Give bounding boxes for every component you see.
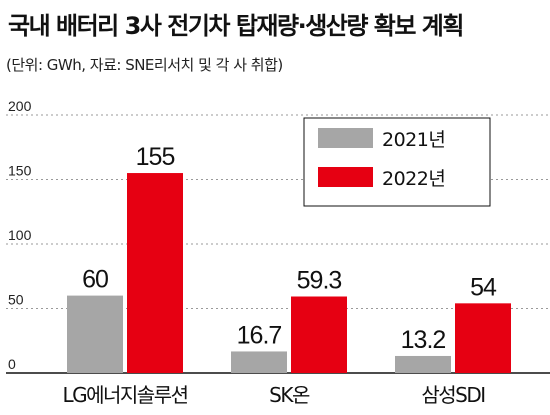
y-axis-ticks: 200 150 100 50 0 [8, 98, 32, 372]
bar-2022-1 [291, 296, 347, 373]
data-label: 16.7 [237, 321, 282, 349]
chart-title: 국내 배터리 3사 전기차 탑재량·생산량 확보 계획 [8, 12, 464, 40]
category-label: LG에너지솔루션 [62, 383, 187, 407]
data-label: 13.2 [401, 326, 446, 354]
data-label: 60 [82, 266, 108, 294]
legend-label-2022: 2022년 [382, 168, 445, 190]
legend-swatch-2021 [318, 128, 373, 148]
y-tick-label: 50 [8, 292, 24, 308]
y-tick-label: 200 [8, 98, 32, 114]
bar-2021-0 [67, 295, 123, 373]
bars [67, 173, 511, 373]
category-label: SK온 [269, 383, 310, 407]
data-label: 59.3 [297, 267, 342, 295]
y-tick-label: 0 [8, 356, 16, 372]
data-label: 54 [470, 273, 497, 301]
bar-2022-0 [127, 173, 183, 373]
category-label: 삼성SDI [421, 383, 484, 407]
legend: 2021년 2022년 [303, 117, 491, 207]
legend-swatch-2022 [318, 167, 373, 187]
data-label: 155 [136, 143, 175, 171]
bar-2021-2 [395, 355, 451, 373]
data-labels: 60 155 16.7 59.3 13.2 54 [82, 143, 498, 354]
x-axis-categories: LG에너지솔루션 SK온 삼성SDI [62, 383, 486, 407]
legend-label-2021: 2021년 [382, 129, 445, 151]
bar-2022-2 [455, 303, 511, 373]
y-tick-label: 100 [8, 227, 32, 243]
y-tick-label: 150 [8, 163, 32, 179]
chart-subtitle: (단위: GWh, 자료: SNE리서치 및 각 사 취합) [6, 56, 283, 74]
bar-2021-1 [231, 351, 287, 373]
